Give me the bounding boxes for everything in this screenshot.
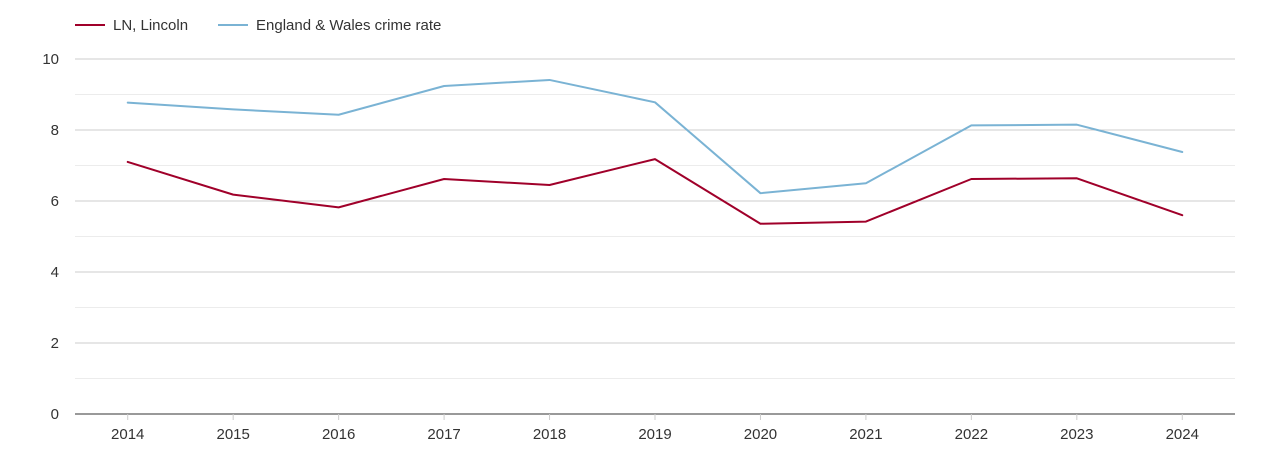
- x-tick-label: 2020: [744, 426, 777, 443]
- x-tick-label: 2014: [111, 426, 144, 443]
- x-axis: 2014 2015 2016 2017 2018 2019 2020 2021 2022 2023…: [75, 413, 1235, 443]
- y-tick-label: 0: [51, 406, 59, 423]
- y-tick-label: 10: [42, 51, 59, 68]
- legend-label-england-wales: England & Wales crime rate: [256, 17, 441, 34]
- x-tick-label: 2022: [955, 426, 988, 443]
- y-tick-label: 4: [51, 264, 59, 281]
- x-tick-label: 2017: [427, 426, 460, 443]
- y-tick-label: 2: [51, 335, 59, 352]
- grid: [75, 58, 1235, 379]
- series-line-england-wales-crime-rate[interactable]: [126, 78, 1184, 195]
- series-line-ln-lincoln[interactable]: [126, 158, 1184, 225]
- series-group: [126, 78, 1184, 225]
- x-tick-label: 2023: [1060, 426, 1093, 443]
- x-tick-label: 2024: [1166, 426, 1199, 443]
- legend-label-lincoln: LN, Lincoln: [113, 17, 188, 34]
- legend-item-england-wales[interactable]: England & Wales crime rate: [218, 17, 441, 34]
- y-axis: 0 2 4 6 8 10: [42, 51, 59, 423]
- x-tick-label: 2019: [638, 426, 671, 443]
- legend-item-lincoln[interactable]: LN, Lincoln: [75, 17, 188, 34]
- x-tick-label: 2018: [533, 426, 566, 443]
- legend: LN, Lincoln England & Wales crime rate: [75, 17, 441, 34]
- x-tick-label: 2016: [322, 426, 355, 443]
- y-tick-label: 8: [51, 122, 59, 139]
- x-tick-label: 2015: [216, 426, 249, 443]
- x-tick-label: 2021: [849, 426, 882, 443]
- y-tick-label: 6: [51, 193, 59, 210]
